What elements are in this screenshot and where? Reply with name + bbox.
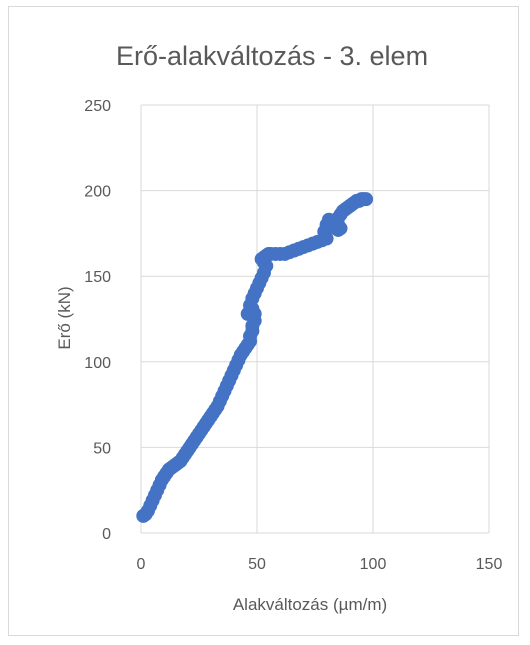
y-tick-label: 0 — [102, 526, 111, 543]
x-tick-label: 100 — [360, 556, 387, 573]
y-tick-label: 150 — [84, 269, 111, 286]
x-axis-label: Alakváltozás (µm/m) — [233, 595, 387, 614]
data-points — [136, 192, 374, 523]
y-tick-labels: 0 50 100 150 200 250 — [84, 98, 111, 543]
chart-frame — [8, 6, 519, 636]
x-tick-labels: 0 50 100 150 — [137, 556, 503, 573]
y-tick-label: 50 — [93, 440, 111, 457]
y-axis-label: Erő (kN) — [55, 286, 74, 349]
chart-title: Erő-alakváltozás - 3. elem — [116, 41, 428, 71]
x-tick-label: 50 — [248, 556, 266, 573]
grid-lines — [140, 104, 490, 534]
y-tick-label: 100 — [84, 355, 111, 372]
x-tick-label: 150 — [476, 556, 503, 573]
y-tick-label: 200 — [84, 184, 111, 201]
y-tick-label: 250 — [84, 98, 111, 115]
data-point — [359, 192, 374, 207]
x-tick-label: 0 — [137, 556, 146, 573]
